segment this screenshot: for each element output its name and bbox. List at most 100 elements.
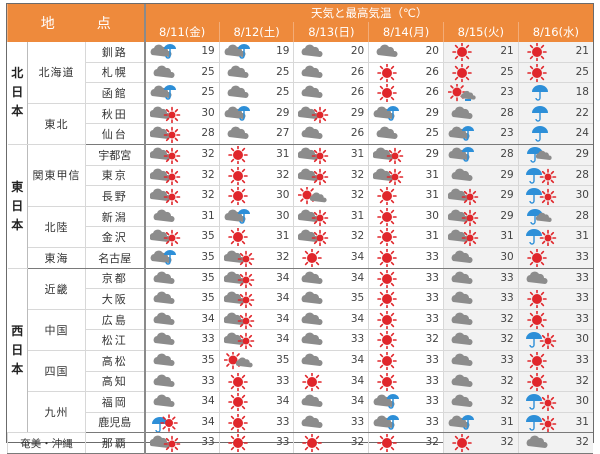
- forecast-cell: 32: [368, 432, 444, 454]
- max-temp: 26: [350, 86, 365, 99]
- sun-icon: [526, 248, 547, 267]
- sun-icon: [227, 166, 248, 185]
- forecast-cell: 25: [368, 123, 444, 145]
- forecast-cell: 32: [517, 371, 593, 393]
- cloud-icon: [302, 394, 324, 408]
- sun-icon: [377, 434, 398, 453]
- forecast-cell: 35: [144, 226, 220, 248]
- forecast-cell: 34: [144, 309, 220, 331]
- forecast-cell: 32: [368, 329, 444, 351]
- max-temp: 32: [500, 395, 514, 408]
- cloud-rain-icon: [373, 414, 400, 430]
- forecast-cell: 32: [442, 309, 519, 331]
- forecast-cell: 31: [293, 144, 369, 166]
- forecast-cell: 26: [293, 123, 369, 145]
- max-temp: 33: [500, 292, 514, 305]
- subregion-label: 関東甲信: [27, 144, 86, 207]
- sun-icon: [377, 187, 398, 206]
- city-label: 札幌: [84, 62, 146, 84]
- forecast-cell: 35: [144, 350, 220, 372]
- forecast-cell: 35: [218, 350, 294, 372]
- cloud-sun-icon: [298, 209, 329, 226]
- region-label: 東日本: [7, 144, 28, 269]
- max-temp: 28: [201, 127, 215, 140]
- city-label: 秋田: [84, 103, 146, 125]
- subregion-label: 四国: [27, 350, 86, 393]
- max-temp: 32: [500, 312, 514, 325]
- subregion-label: 中国: [27, 309, 86, 351]
- forecast-cell: 33: [144, 329, 220, 351]
- umbrella-sun-icon: [525, 414, 556, 432]
- max-temp: 33: [575, 312, 589, 325]
- city-label: 那覇: [84, 432, 146, 454]
- cloud-rain-icon: [373, 105, 400, 121]
- max-temp: 34: [276, 395, 290, 408]
- max-temp: 31: [425, 230, 439, 243]
- max-temp: 25: [575, 65, 589, 78]
- forecast-cell: 32: [144, 185, 220, 207]
- forecast-cell: 23: [442, 123, 519, 145]
- max-temp: 32: [201, 189, 215, 202]
- forecast-cell: 30: [218, 206, 294, 228]
- forecast-cell: 32: [293, 165, 369, 187]
- forecast-cell: 34: [293, 309, 369, 331]
- max-temp: 29: [500, 168, 514, 181]
- forecast-cell: 35: [144, 268, 220, 290]
- max-temp: 30: [276, 189, 290, 202]
- sun-icon: [227, 434, 248, 453]
- forecast-cell: 20: [368, 42, 444, 63]
- max-temp: 25: [201, 86, 215, 99]
- max-temp: 35: [201, 250, 215, 263]
- date-header: 8/16(水): [517, 22, 593, 42]
- cloud-icon: [153, 374, 175, 387]
- forecast-cell: 35: [144, 288, 220, 310]
- max-temp: 28: [500, 106, 514, 119]
- cloud-icon: [451, 168, 473, 181]
- sun-icon: [377, 248, 398, 267]
- max-temp: 30: [500, 250, 514, 263]
- subregion-label: 九州: [27, 391, 86, 434]
- forecast-cell: 33: [442, 268, 519, 290]
- sun-icon: [377, 207, 398, 226]
- forecast-cell: 29: [442, 206, 519, 228]
- forecast-cell: 29: [368, 144, 444, 166]
- table-row: 四国 高松 35 35 34 33 33 33: [8, 350, 593, 393]
- table-row: 中国 広島 34 34 34 33 32 33: [8, 309, 593, 351]
- forecast-cell: 34: [144, 391, 220, 413]
- table-row: 長野 32 30 32 31 29 30: [8, 185, 593, 207]
- max-temp: 34: [350, 374, 365, 387]
- sun-icon: [302, 434, 323, 453]
- city-label: 仙台: [84, 123, 146, 145]
- forecast-table: 地 点 天気と最高気温（℃） 8/11(金) 8/12(土) 8/13(日) 8/14…: [6, 3, 594, 454]
- forecast-cell: 33: [218, 412, 294, 434]
- forecast-cell: 34: [293, 371, 369, 393]
- max-temp: 31: [276, 230, 290, 243]
- max-temp: 29: [500, 209, 514, 222]
- max-temp: 21: [500, 45, 514, 57]
- max-temp: 30: [425, 209, 439, 222]
- sun-icon: [452, 63, 472, 82]
- cloud-sun-icon: [149, 188, 180, 206]
- forecast-cell: 28: [517, 206, 593, 228]
- cloud-icon: [376, 44, 398, 57]
- max-temp: 34: [350, 312, 365, 325]
- table-row: 仙台 28 27 26 25 23 24: [8, 123, 593, 145]
- max-temp: 20: [350, 45, 365, 57]
- sun-icon: [302, 248, 323, 267]
- forecast-cell: 32: [442, 432, 519, 454]
- max-temp: 30: [575, 189, 589, 202]
- forecast-cell: 30: [442, 247, 519, 269]
- umbrella-icon: [531, 105, 548, 122]
- forecast-cell: 25: [218, 82, 294, 104]
- forecast-cell: 32: [293, 432, 369, 454]
- sun-cloud-icon: [298, 187, 328, 205]
- sun-icon: [377, 310, 398, 329]
- table-row: 東北 秋田 30 29 29 29 28 22: [8, 103, 593, 145]
- cloud-sun-icon: [447, 229, 479, 247]
- forecast-cell: 33: [368, 247, 444, 269]
- sun-icon: [302, 372, 323, 391]
- table-row: 北日本北海道 釧路 19 19 20 20 21 21: [7, 42, 593, 145]
- cloud-icon: [451, 271, 473, 284]
- cloud-icon: [302, 65, 324, 78]
- cloud-icon: [153, 353, 175, 366]
